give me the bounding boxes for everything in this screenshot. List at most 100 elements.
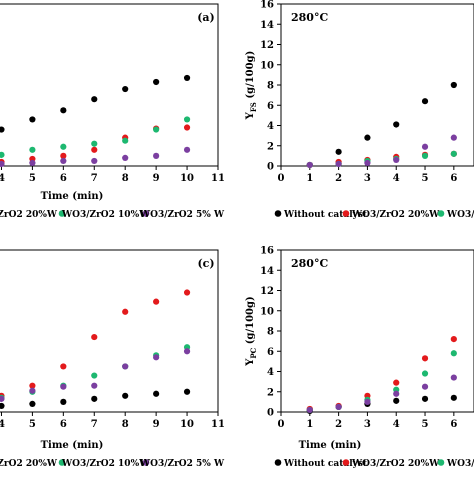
data-point bbox=[91, 96, 98, 103]
panel-label: (a) bbox=[197, 11, 215, 24]
data-point bbox=[91, 382, 98, 389]
x-tick-label: 2 bbox=[335, 419, 342, 430]
panel-title: 280°C bbox=[291, 11, 328, 24]
data-point bbox=[364, 134, 371, 141]
data-point bbox=[421, 370, 429, 377]
data-point bbox=[122, 363, 129, 370]
plot-frame bbox=[280, 3, 474, 167]
data-point bbox=[153, 126, 160, 133]
data-point bbox=[153, 298, 160, 305]
legend-marker bbox=[437, 210, 445, 217]
x-tick-label: 4 bbox=[0, 419, 5, 430]
y-tick-label: 0 bbox=[267, 408, 274, 419]
data-point bbox=[122, 85, 129, 93]
data-point bbox=[91, 157, 98, 165]
x-tick-label: 1 bbox=[306, 173, 313, 184]
data-point bbox=[60, 143, 67, 150]
x-tick-label: 5 bbox=[422, 419, 429, 430]
data-point bbox=[91, 395, 98, 402]
data-point bbox=[421, 355, 429, 362]
y-tick-label: 6 bbox=[267, 101, 274, 112]
plot-frame bbox=[280, 249, 474, 413]
data-point bbox=[91, 372, 98, 379]
data-point bbox=[0, 126, 5, 133]
x-tick-label: 2 bbox=[335, 173, 342, 184]
y-axis-label: YFS (g/100g) bbox=[245, 51, 258, 121]
panel-title: 280°C bbox=[291, 257, 328, 270]
y-tick-label: 16 bbox=[260, 0, 274, 11]
x-tick-label: 3 bbox=[364, 419, 371, 430]
data-point bbox=[335, 403, 342, 411]
data-point bbox=[450, 394, 457, 401]
data-point bbox=[183, 388, 191, 395]
data-point bbox=[183, 74, 191, 82]
x-tick-label: 6 bbox=[60, 419, 67, 430]
data-point bbox=[153, 78, 160, 86]
data-point bbox=[29, 400, 36, 407]
data-point bbox=[60, 398, 67, 405]
data-point bbox=[335, 148, 342, 155]
legend-label: WO3/ZrO2 20%W bbox=[351, 459, 440, 469]
legend-marker bbox=[58, 210, 66, 217]
data-point bbox=[60, 363, 67, 370]
data-point bbox=[450, 350, 457, 357]
data-point bbox=[450, 81, 457, 89]
data-point bbox=[364, 398, 371, 405]
legend-label: WO3/ZrO2 5% W bbox=[139, 459, 225, 469]
data-point bbox=[153, 390, 160, 397]
x-tick-label: 8 bbox=[122, 419, 129, 430]
x-tick-label: 6 bbox=[450, 419, 457, 430]
legend-label: Without catalyst bbox=[283, 210, 368, 220]
plot-frame bbox=[0, 249, 219, 413]
data-point bbox=[183, 348, 191, 355]
data-point bbox=[335, 160, 342, 168]
data-point bbox=[393, 397, 400, 404]
data-point bbox=[0, 395, 5, 402]
data-point bbox=[29, 382, 36, 389]
legend-marker bbox=[437, 459, 445, 466]
y-tick-label: 12 bbox=[260, 286, 274, 297]
data-point bbox=[393, 390, 400, 397]
data-point bbox=[421, 395, 429, 402]
data-point bbox=[450, 374, 457, 381]
data-point bbox=[306, 406, 313, 414]
x-tick-label: 11 bbox=[211, 173, 225, 184]
x-tick-label: 5 bbox=[29, 419, 36, 430]
legend-label: /ZrO2 20%W bbox=[0, 459, 58, 469]
x-tick-label: 10 bbox=[180, 173, 194, 184]
data-point bbox=[29, 146, 36, 153]
x-tick-label: 7 bbox=[91, 173, 98, 184]
data-point bbox=[450, 134, 457, 141]
legend-label: WO3/ZrO2 10%W bbox=[61, 210, 150, 220]
x-tick-label: 9 bbox=[153, 173, 160, 184]
x-tick-label: 6 bbox=[450, 173, 457, 184]
legend-marker bbox=[58, 459, 66, 466]
data-point bbox=[91, 333, 98, 341]
data-point bbox=[122, 308, 129, 315]
legend-label: WO3/ZrO2 10%W bbox=[61, 459, 150, 469]
data-point bbox=[122, 137, 129, 144]
data-point bbox=[0, 151, 5, 158]
data-point bbox=[421, 143, 429, 150]
data-point bbox=[122, 392, 129, 399]
data-point bbox=[91, 146, 98, 153]
data-point bbox=[393, 121, 400, 128]
data-point bbox=[29, 116, 36, 123]
y-tick-label: 8 bbox=[267, 81, 274, 92]
legend-marker bbox=[274, 210, 282, 217]
legend-label: WO3/ZrO2 20%W bbox=[351, 210, 440, 220]
data-point bbox=[393, 156, 400, 164]
x-axis-label: Time (min) bbox=[41, 191, 104, 202]
legend-label: WO3/ZrO2 5% W bbox=[139, 210, 225, 220]
y-tick-label: 14 bbox=[260, 266, 274, 277]
x-tick-label: 10 bbox=[180, 419, 194, 430]
x-tick-label: 5 bbox=[29, 173, 36, 184]
x-tick-label: 7 bbox=[91, 419, 98, 430]
legend-label: WO3/ZrO bbox=[446, 459, 474, 469]
x-tick-label: 0 bbox=[278, 173, 285, 184]
y-tick-label: 10 bbox=[260, 306, 274, 317]
y-tick-label: 4 bbox=[267, 367, 274, 378]
